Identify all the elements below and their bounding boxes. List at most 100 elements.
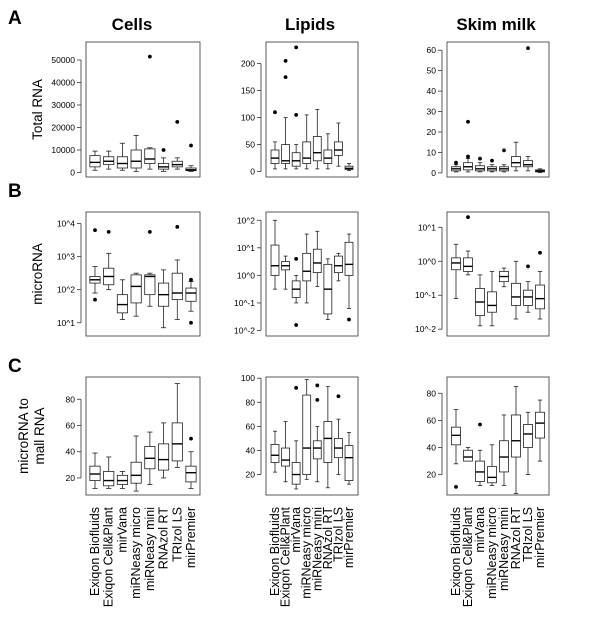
category-label: mirVana <box>289 507 303 553</box>
iqr-box <box>130 274 142 304</box>
category-label: RNAzol RT <box>321 507 335 570</box>
outlier-point <box>315 397 320 402</box>
box-3 <box>487 158 497 173</box>
box-4 <box>144 229 156 307</box>
box-1 <box>281 421 290 483</box>
box-7 <box>344 163 354 171</box>
y-tick-label: 10^0 <box>418 256 436 266</box>
box-7 <box>185 143 197 172</box>
panel-frame <box>446 41 550 178</box>
category-label: Exiqon Biofluids <box>268 507 282 596</box>
y-tick-label: 0 <box>431 168 436 178</box>
outlier-point <box>189 436 193 441</box>
box-6 <box>334 394 343 475</box>
category-label: RNAzol RT <box>509 507 523 570</box>
panel-frame <box>446 211 550 337</box>
y-tick-label: 20000 <box>51 123 75 133</box>
column-title-skim-milk: Skim milk <box>456 15 536 34</box>
box-4 <box>499 267 509 288</box>
box-3 <box>302 379 312 480</box>
y-tick-label: 0 <box>70 168 75 178</box>
y-tick-label: 10^-1 <box>234 298 255 308</box>
outlier-point <box>294 113 299 117</box>
y-tick-label: 60 <box>66 421 76 431</box>
box-0 <box>89 150 101 171</box>
box-6 <box>523 264 533 313</box>
y-tick-label: 80 <box>427 388 437 398</box>
box-7 <box>344 431 354 485</box>
box-1 <box>103 229 115 291</box>
outlier-point <box>93 297 97 302</box>
iqr-box <box>116 156 128 169</box>
box-4 <box>144 431 156 485</box>
box-5 <box>158 148 170 172</box>
iqr-box <box>312 136 322 162</box>
iqr-box <box>487 466 497 484</box>
outlier-point <box>189 143 193 148</box>
category-label: Exiqon Biofluids <box>88 507 102 596</box>
column-title-lipids: Lipids <box>285 15 335 34</box>
box-2 <box>291 385 301 490</box>
box-0 <box>451 160 461 173</box>
category-label: mirVana <box>115 507 129 553</box>
box-2 <box>475 156 485 173</box>
box-5 <box>158 422 170 479</box>
box-5 <box>511 386 521 495</box>
outlier-point <box>478 156 482 161</box>
outlier-point <box>106 229 111 234</box>
iqr-box <box>302 252 312 282</box>
iqr-box <box>312 248 322 274</box>
row-axis-labels: Total RNA microRNA microRNA to mall RNA <box>16 79 47 474</box>
box-4 <box>312 230 322 287</box>
box-7 <box>185 436 197 489</box>
outlier-point <box>454 484 458 489</box>
y-tick-label: 30 <box>427 107 437 117</box>
y-tick-label: 10^0 <box>237 270 255 280</box>
box-3 <box>302 233 312 304</box>
y-tick-label: 10^4 <box>57 219 75 229</box>
y-tick-label: 40 <box>66 447 76 457</box>
iqr-box <box>511 282 521 306</box>
category-label: miRNeasy mini <box>143 507 157 591</box>
y-tick-label: 10^1 <box>418 222 436 232</box>
outlier-point <box>347 317 351 322</box>
y-tick-label: 40 <box>246 445 256 455</box>
box-3 <box>130 272 142 317</box>
outlier-point <box>147 229 152 234</box>
iqr-box <box>171 422 183 462</box>
y-tick-label: 10^-1 <box>415 290 436 300</box>
box-4 <box>499 414 509 486</box>
box-1 <box>463 447 473 462</box>
iqr-box <box>270 244 280 276</box>
panel-frame <box>85 376 201 496</box>
box-6 <box>171 119 183 170</box>
y-tick-label: 20 <box>427 127 437 137</box>
y-tick-label: 10 <box>427 147 437 157</box>
iqr-box <box>116 294 128 314</box>
category-label: Exiqon Biofluids <box>449 507 463 596</box>
y-tick-label: 50 <box>246 140 256 150</box>
panel-frame <box>265 211 359 337</box>
outlier-point <box>283 75 288 79</box>
box-4 <box>312 109 322 170</box>
box-2 <box>116 279 128 320</box>
panel-5: 10^-2 10^-1 10^0 10^1 <box>415 211 550 337</box>
category-label: miRNeasy mini <box>497 507 511 591</box>
category-label: miRNeasy micro <box>485 507 499 599</box>
outlier-point <box>147 54 152 59</box>
outlier-point <box>502 148 506 153</box>
y-tick-label: 10^2 <box>57 285 75 295</box>
box-4 <box>312 383 322 483</box>
row-letter-c: C <box>8 356 22 377</box>
iqr-box <box>334 255 343 274</box>
box-7 <box>535 168 545 173</box>
iqr-box <box>302 394 312 475</box>
column-title-cells: Cells <box>112 15 153 34</box>
outlier-point <box>526 264 530 269</box>
y-tick-label: 20 <box>246 470 256 480</box>
outlier-point <box>490 158 494 163</box>
box-5 <box>511 260 521 320</box>
iqr-box <box>144 274 156 296</box>
